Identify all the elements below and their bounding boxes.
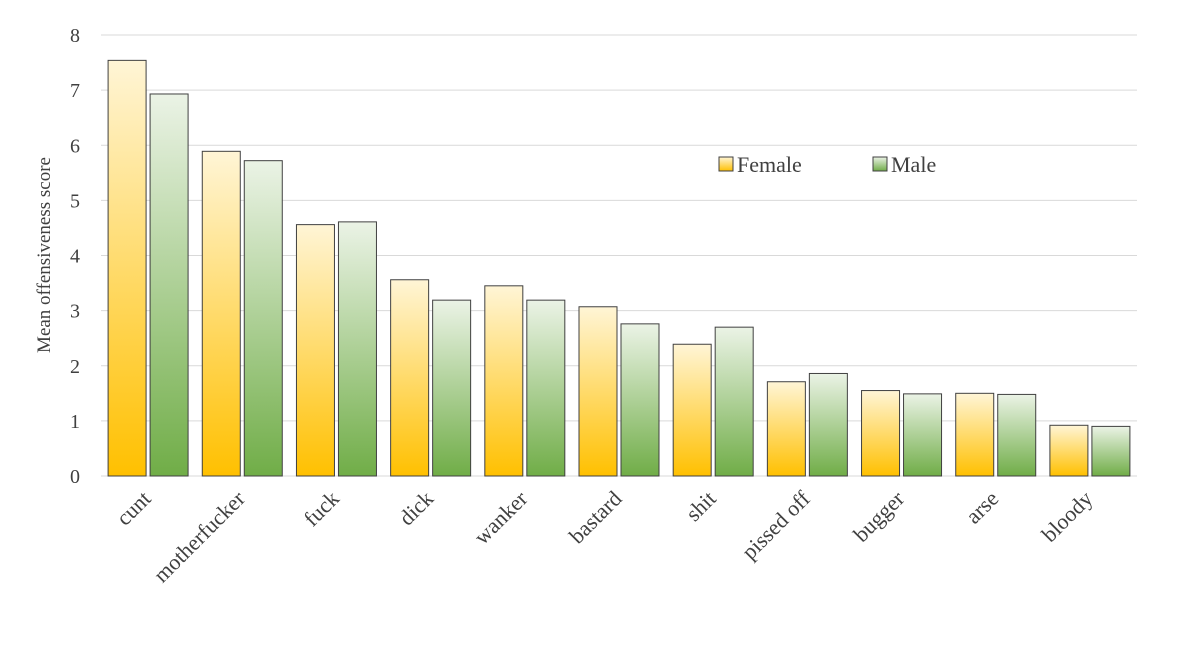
y-axis-title: Mean offensiveness score	[34, 157, 55, 353]
legend-swatch-female	[718, 156, 734, 172]
bars	[107, 59, 1131, 477]
bar-female-motherfucker	[201, 150, 241, 477]
bar-male-bugger	[903, 393, 943, 477]
x-category-label: bloody	[1037, 486, 1098, 547]
bar-male-shit	[714, 326, 754, 477]
legend: Female Male	[718, 152, 936, 177]
y-tick-label: 8	[70, 25, 80, 47]
legend-label-male: Male	[891, 152, 936, 177]
bar-male-bloody	[1091, 425, 1131, 477]
bar-male-cunt	[149, 93, 189, 477]
x-category-label: wanker	[469, 485, 533, 549]
x-category-label: bugger	[848, 485, 909, 546]
bar-female-wanker	[484, 285, 524, 477]
legend-label-female: Female	[737, 152, 802, 177]
x-category-label: pissed off	[737, 485, 816, 564]
y-axis-ticks: 0 1 2 3 4 5 6 7 8	[70, 25, 80, 488]
bar-female-shit	[672, 343, 712, 477]
bar-female-fuck	[295, 224, 335, 477]
bar-male-dick	[432, 299, 472, 477]
bar-female-bloody	[1049, 424, 1089, 477]
bar-female-pissed-off	[766, 381, 806, 477]
bar-male-bastard	[620, 323, 660, 477]
bar-male-pissed-off	[808, 372, 848, 477]
bar-female-cunt	[107, 59, 147, 477]
legend-swatch-male	[872, 156, 888, 172]
bar-female-arse	[955, 392, 995, 477]
y-tick-label: 6	[70, 135, 80, 157]
x-category-label: cunt	[111, 486, 155, 530]
x-category-label: dick	[394, 486, 438, 530]
x-category-label: fuck	[299, 486, 344, 531]
y-tick-label: 1	[70, 411, 80, 433]
y-tick-label: 0	[70, 466, 80, 488]
bar-female-bastard	[578, 306, 618, 477]
y-tick-label: 7	[70, 80, 80, 102]
y-tick-label: 4	[70, 246, 80, 268]
bar-male-motherfucker	[243, 160, 283, 477]
bar-female-bugger	[861, 390, 901, 477]
bar-male-fuck	[337, 221, 377, 477]
x-category-label: arse	[961, 486, 1004, 529]
y-tick-label: 2	[70, 356, 80, 378]
bar-male-wanker	[526, 299, 566, 477]
x-category-label: motherfucker	[148, 485, 250, 587]
x-category-label: bastard	[564, 486, 627, 549]
bar-female-dick	[390, 279, 430, 477]
bar-male-arse	[997, 393, 1037, 477]
x-category-label: shit	[681, 486, 721, 526]
y-tick-label: 5	[70, 190, 80, 212]
y-tick-label: 3	[70, 301, 80, 323]
